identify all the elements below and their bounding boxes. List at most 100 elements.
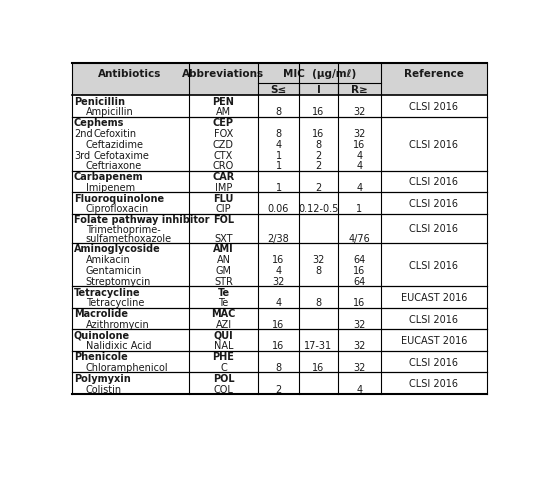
Text: CLSI 2016: CLSI 2016 <box>409 224 459 234</box>
Text: 16: 16 <box>272 341 284 351</box>
Text: Imipenem: Imipenem <box>85 182 135 192</box>
Text: 2: 2 <box>315 161 322 171</box>
Text: 32: 32 <box>312 255 324 264</box>
Text: 16: 16 <box>353 298 366 308</box>
Text: Chloramphenicol: Chloramphenicol <box>85 362 168 372</box>
Text: Cefoxitin: Cefoxitin <box>93 129 136 139</box>
Text: 16: 16 <box>312 107 324 117</box>
Text: Quinolone: Quinolone <box>74 330 130 340</box>
Text: I: I <box>317 85 321 95</box>
Text: 4: 4 <box>356 384 363 394</box>
Text: R≥: R≥ <box>351 85 368 95</box>
Text: Azithromycin: Azithromycin <box>85 319 149 329</box>
Bar <box>72 64 487 96</box>
Text: Carbapenem: Carbapenem <box>74 172 144 182</box>
Text: C: C <box>220 362 227 372</box>
Text: Ceftriaxone: Ceftriaxone <box>85 161 142 171</box>
Text: 8: 8 <box>276 107 282 117</box>
Text: 4: 4 <box>276 139 282 149</box>
Text: Fluoroquinolone: Fluoroquinolone <box>74 193 164 203</box>
Text: 0.06: 0.06 <box>268 204 289 214</box>
Text: CEP: CEP <box>213 118 234 128</box>
Text: CLSI 2016: CLSI 2016 <box>409 102 459 112</box>
Text: CRO: CRO <box>213 161 234 171</box>
Text: Penicillin: Penicillin <box>74 96 125 107</box>
Text: Antibiotics: Antibiotics <box>99 69 162 79</box>
Text: EUCAST 2016: EUCAST 2016 <box>401 336 467 346</box>
Text: AZI: AZI <box>215 319 232 329</box>
Text: 8: 8 <box>276 129 282 139</box>
Text: Abbreviations: Abbreviations <box>182 69 265 79</box>
Text: MIC  (μg/mℓ): MIC (μg/mℓ) <box>283 69 356 79</box>
Text: STR: STR <box>214 276 233 286</box>
Text: COL: COL <box>214 384 233 394</box>
Text: Macrolide: Macrolide <box>74 309 128 318</box>
Text: FLU: FLU <box>213 193 233 203</box>
Text: Phenicole: Phenicole <box>74 351 128 361</box>
Text: 16: 16 <box>272 319 284 329</box>
Text: S≤: S≤ <box>270 85 287 95</box>
Text: 64: 64 <box>353 276 366 286</box>
Text: 4: 4 <box>356 161 363 171</box>
Text: IMP: IMP <box>215 182 232 192</box>
Text: 8: 8 <box>276 362 282 372</box>
Text: 2: 2 <box>315 150 322 160</box>
Text: 17-31: 17-31 <box>304 341 333 351</box>
Text: sulfamethoxazole: sulfamethoxazole <box>85 234 172 244</box>
Text: CLSI 2016: CLSI 2016 <box>409 260 459 270</box>
Text: CZD: CZD <box>213 139 234 149</box>
Text: Colistin: Colistin <box>85 384 122 394</box>
Text: 32: 32 <box>353 107 366 117</box>
Text: Nalidixic Acid: Nalidixic Acid <box>85 341 151 351</box>
Text: 4: 4 <box>356 182 363 192</box>
Text: POL: POL <box>213 373 235 383</box>
Text: 1: 1 <box>276 161 282 171</box>
Text: 64: 64 <box>353 255 366 264</box>
Text: Streptomycin: Streptomycin <box>85 276 151 286</box>
Text: PHE: PHE <box>213 351 235 361</box>
Text: Te: Te <box>218 287 230 297</box>
Text: 1: 1 <box>276 182 282 192</box>
Text: Gentamicin: Gentamicin <box>85 265 142 276</box>
Text: Folate pathway inhibitor: Folate pathway inhibitor <box>74 215 209 225</box>
Text: CTX: CTX <box>214 150 233 160</box>
Text: 4: 4 <box>356 150 363 160</box>
Text: CLSI 2016: CLSI 2016 <box>409 378 459 388</box>
Text: CLSI 2016: CLSI 2016 <box>409 314 459 324</box>
Text: Cephems: Cephems <box>74 118 124 128</box>
Text: 16: 16 <box>353 139 366 149</box>
Text: 0.12-0.5: 0.12-0.5 <box>298 204 339 214</box>
Text: Polymyxin: Polymyxin <box>74 373 130 383</box>
Text: 2nd: 2nd <box>74 129 93 139</box>
Text: Ampicillin: Ampicillin <box>85 107 133 117</box>
Text: GM: GM <box>215 265 231 276</box>
Text: 1: 1 <box>356 204 363 214</box>
Text: Cefotaxime: Cefotaxime <box>93 150 149 160</box>
Text: CLSI 2016: CLSI 2016 <box>409 139 459 149</box>
Text: 2/38: 2/38 <box>267 234 289 244</box>
Text: Reference: Reference <box>404 69 464 79</box>
Text: CIP: CIP <box>216 204 231 214</box>
Text: 16: 16 <box>312 129 324 139</box>
Text: 2: 2 <box>315 182 322 192</box>
Text: 16: 16 <box>272 255 284 264</box>
Text: 8: 8 <box>316 139 322 149</box>
Text: CAR: CAR <box>213 172 235 182</box>
Text: Ciprofloxacin: Ciprofloxacin <box>85 204 149 214</box>
Text: FOX: FOX <box>214 129 233 139</box>
Text: 16: 16 <box>312 362 324 372</box>
Text: Tetracycline: Tetracycline <box>85 298 144 308</box>
Text: 1: 1 <box>276 150 282 160</box>
Text: 4: 4 <box>276 265 282 276</box>
Text: FOL: FOL <box>213 215 234 225</box>
Text: QUI: QUI <box>214 330 233 340</box>
Text: EUCAST 2016: EUCAST 2016 <box>401 292 467 302</box>
Text: 4: 4 <box>276 298 282 308</box>
Text: 16: 16 <box>353 265 366 276</box>
Text: MAC: MAC <box>212 309 236 318</box>
Text: 32: 32 <box>353 129 366 139</box>
Text: 8: 8 <box>316 298 322 308</box>
Text: 3rd: 3rd <box>74 150 90 160</box>
Text: 8: 8 <box>316 265 322 276</box>
Text: Ceftazidime: Ceftazidime <box>85 139 144 149</box>
